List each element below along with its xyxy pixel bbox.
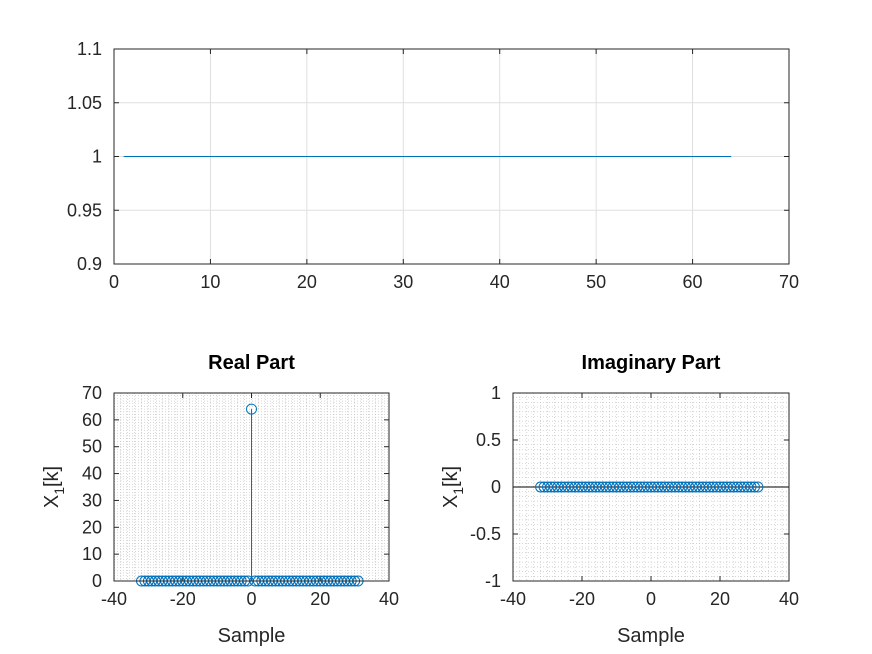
- real-part-stem-plot: -40 -20 0 20 40 0 10 20 30 40 50 60 70 Real Part Sampl…: [41, 352, 399, 647]
- axes-box: [512, 392, 790, 582]
- plot-title: Real Part: [208, 352, 295, 374]
- y-tick-label: 1: [491, 383, 501, 403]
- x-tick-label: 40: [490, 272, 510, 292]
- axes-box: [113, 392, 390, 582]
- axes-box: [113, 48, 790, 265]
- y-tick-label: 20: [82, 517, 102, 537]
- x-tick-label: -20: [170, 589, 196, 609]
- y-tick-label: -0.5: [470, 524, 501, 544]
- x-tick-label: 30: [393, 272, 413, 292]
- y-tick-label: 30: [82, 490, 102, 510]
- x-tick-label: 0: [109, 272, 119, 292]
- x-tick-label: 20: [297, 272, 317, 292]
- x-tick-label: 20: [310, 589, 330, 609]
- y-tick-label: 0.95: [67, 200, 102, 220]
- y-axis-label: X1[k]: [41, 466, 67, 508]
- x-tick-label: 50: [586, 272, 606, 292]
- y-axis-label: X1[k]: [440, 466, 466, 508]
- x-tick-label: 0: [646, 589, 656, 609]
- x-tick-label: 40: [379, 589, 399, 609]
- x-axis-label: Sample: [617, 625, 685, 647]
- x-tick-label: 20: [710, 589, 730, 609]
- y-tick-label: 1.05: [67, 93, 102, 113]
- imaginary-part-stem-plot: -40 -20 0 20 40 -1 -0.5 0 0.5 1 Imaginary Part Samp…: [440, 352, 799, 647]
- y-tick-label: 60: [82, 410, 102, 430]
- x-tick-label: -40: [500, 589, 526, 609]
- x-tick-label: 0: [246, 589, 256, 609]
- y-tick-label: 40: [82, 464, 102, 484]
- y-tick-label: 0: [92, 571, 102, 591]
- y-tick-label: -1: [485, 571, 501, 591]
- y-tick-label: 1: [92, 147, 102, 167]
- x-tick-label: -40: [101, 589, 127, 609]
- top-line-plot: 0 10 20 30 40 50 60 70 0.9 0.95 1 1.05 1.1: [67, 39, 799, 292]
- y-tick-label: 1.1: [77, 39, 102, 59]
- x-tick-label: -20: [569, 589, 595, 609]
- x-tick-label: 60: [683, 272, 703, 292]
- x-tick-label: 70: [779, 272, 799, 292]
- plot-title: Imaginary Part: [582, 352, 721, 374]
- stem-marker: [246, 403, 257, 415]
- y-tick-label: 10: [82, 544, 102, 564]
- x-tick-label: 40: [779, 589, 799, 609]
- y-tick-label: 0.9: [77, 254, 102, 274]
- x-tick-label: 10: [200, 272, 220, 292]
- stem-marker: [745, 481, 757, 493]
- y-tick-label: 0.5: [476, 430, 501, 450]
- stem-marker: [749, 481, 760, 493]
- x-axis-label: Sample: [218, 625, 286, 647]
- stem-marker: [752, 481, 764, 493]
- y-tick-label: 0: [491, 477, 501, 497]
- y-tick-label: 70: [82, 383, 102, 403]
- y-tick-label: 50: [82, 437, 102, 457]
